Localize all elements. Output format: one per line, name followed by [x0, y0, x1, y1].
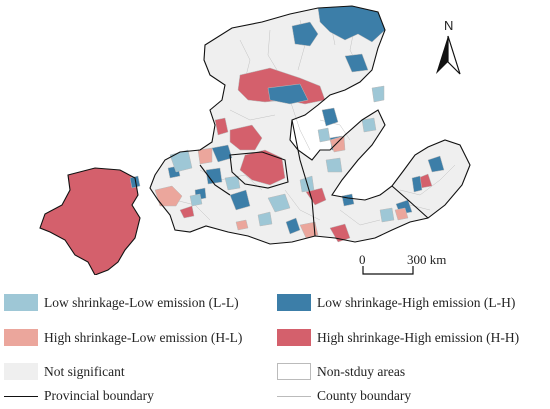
legend-lh: Low shrinkage-High emission (L-H)	[277, 294, 515, 311]
hh-regions	[39, 67, 433, 275]
legend-ll-swatch	[4, 294, 38, 311]
legend-hl: High shrinkage-Low emission (H-L)	[4, 329, 242, 346]
north-arrow-icon	[436, 35, 461, 75]
scale-bar-line	[362, 266, 414, 275]
provincial-boundaries	[39, 5, 471, 275]
legend-hh-swatch	[277, 329, 311, 346]
hl-regions	[154, 135, 409, 239]
scale-start-label: 0	[359, 252, 366, 267]
scale-end-label: 300 km	[407, 252, 447, 267]
legend-county-label: County boundary	[317, 388, 412, 403]
lh-regions	[129, 5, 445, 235]
legend-hh: High shrinkage-High emission (H-H)	[277, 329, 519, 346]
ll-regions	[169, 85, 395, 227]
legend-hl-swatch	[4, 329, 38, 346]
legend-ns-swatch	[4, 363, 38, 380]
legend-nsa: Non-stduy areas	[277, 363, 405, 380]
north-label: N	[444, 18, 454, 33]
legend-nsa-swatch	[277, 363, 311, 380]
legend-hh-label: High shrinkage-High emission (H-H)	[317, 329, 520, 345]
legend-ns-label: Not significant	[44, 363, 125, 379]
legend-provincial: Provincial boundary	[4, 388, 154, 404]
legend-hl-label: High shrinkage-Low emission (H-L)	[44, 329, 243, 345]
legend-county-line	[277, 395, 311, 397]
study-area-map	[39, 5, 471, 275]
legend-ll: Low shrinkage-Low emission (L-L)	[4, 294, 239, 311]
legend-ns: Not significant	[4, 363, 125, 380]
legend-ll-label: Low shrinkage-Low emission (L-L)	[44, 294, 239, 310]
legend-provincial-label: Provincial boundary	[44, 388, 154, 403]
legend-county: County boundary	[277, 388, 411, 404]
scale-bar	[357, 252, 457, 278]
map-legend: Low shrinkage-Low emission (L-L) Low shr…	[0, 284, 550, 409]
legend-lh-label: Low shrinkage-High emission (L-H)	[317, 294, 516, 310]
legend-lh-swatch	[277, 294, 311, 311]
legend-provincial-line	[4, 395, 38, 397]
legend-nsa-label: Non-stduy areas	[317, 363, 406, 379]
